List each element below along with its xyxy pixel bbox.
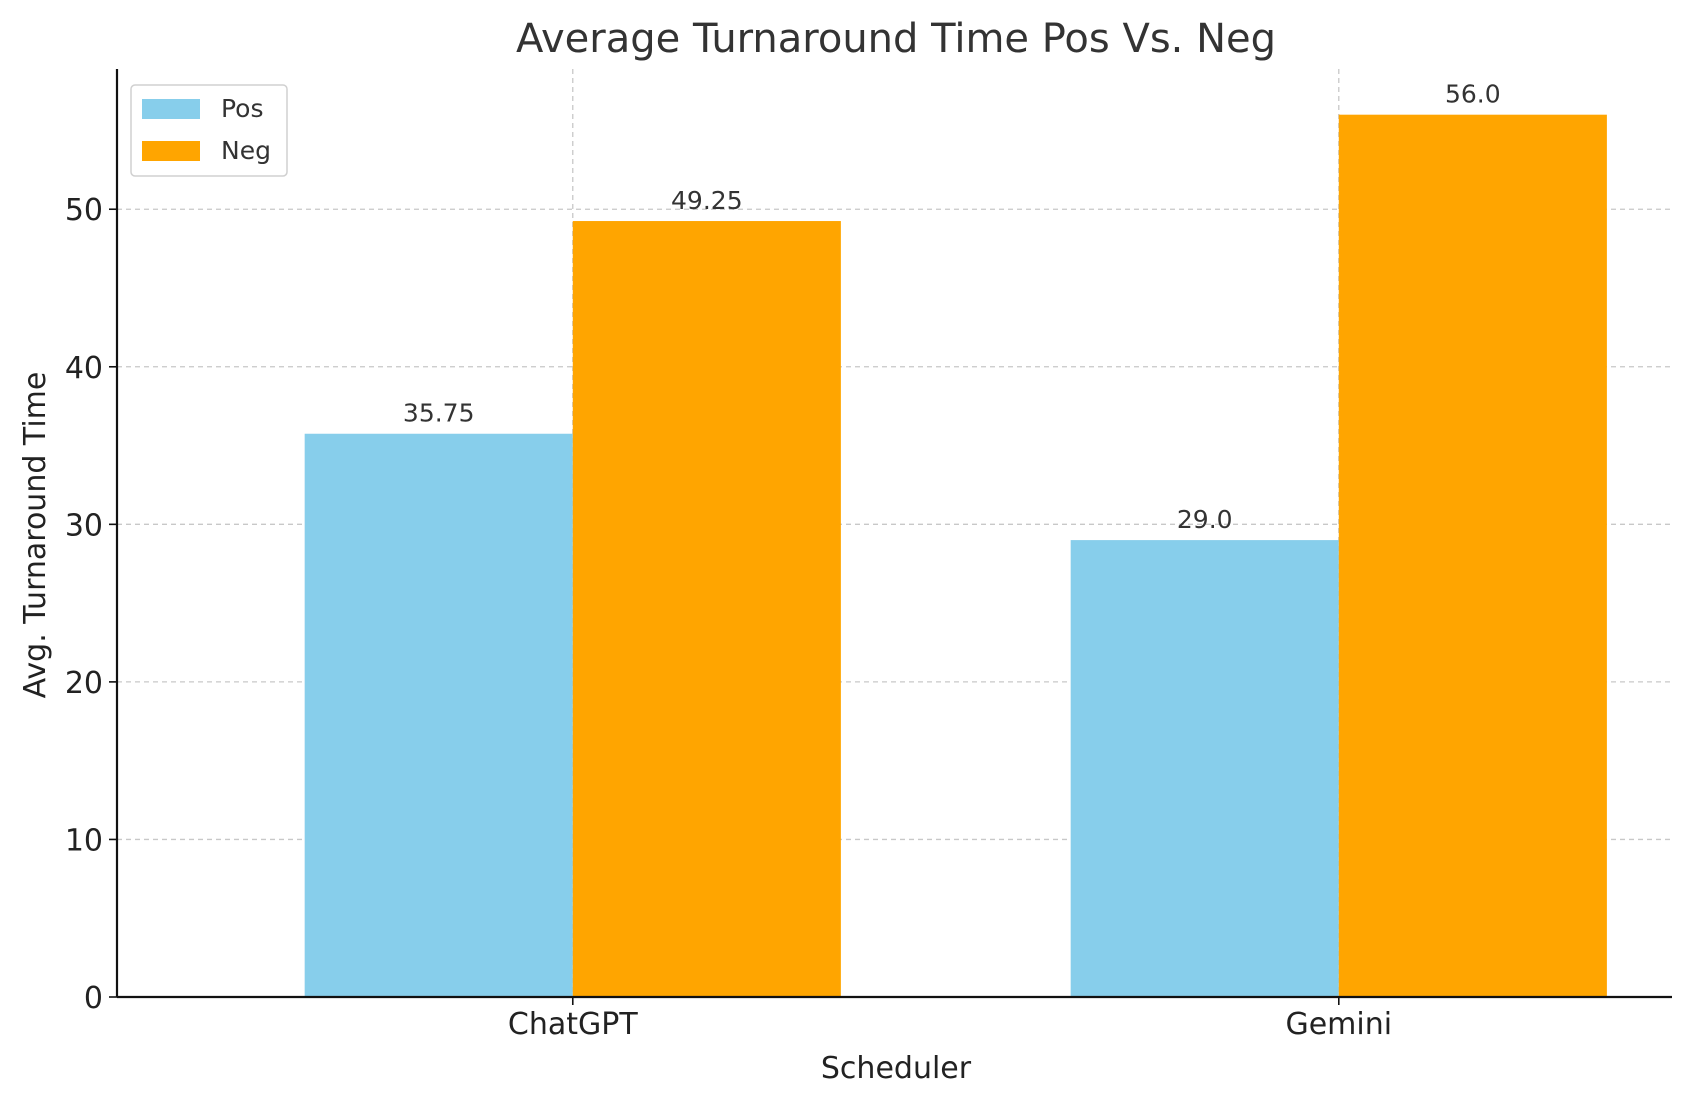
y-axis-title: Avg. Turnaround Time [18, 372, 53, 699]
axes [115, 69, 1672, 999]
legend-label-neg: Neg [221, 136, 271, 165]
x-tick-label: ChatGPT [508, 1007, 638, 1042]
y-tick-label: 50 [65, 193, 103, 228]
x-axis-title: Scheduler [821, 1051, 972, 1086]
bar-neg-gemini [1338, 114, 1607, 998]
x-tick-label: Gemini [1285, 1007, 1392, 1042]
data-labels: 35.75 29.0 49.25 56.0 [403, 80, 1501, 534]
y-tick-label: 40 [65, 351, 103, 386]
legend: Pos Neg [130, 84, 288, 177]
bar-pos-gemini [1070, 540, 1339, 997]
data-label-pos-gemini: 29.0 [1177, 505, 1233, 534]
data-label-neg-chatgpt: 49.25 [671, 186, 743, 215]
data-label-pos-chatgpt: 35.75 [403, 399, 475, 428]
y-tick-label: 0 [84, 981, 103, 1016]
legend-swatch-neg [142, 141, 200, 161]
legend-swatch-pos [142, 99, 200, 119]
ticks: 0 10 20 30 40 50 ChatGPT Gemini [65, 193, 1392, 1042]
data-label-neg-gemini: 56.0 [1445, 80, 1501, 109]
bars [304, 114, 1607, 998]
bar-neg-chatgpt [572, 221, 841, 997]
y-tick-label: 10 [65, 823, 103, 858]
bar-pos-chatgpt [304, 433, 573, 997]
chart-title: Average Turnaround Time Pos Vs. Neg [516, 16, 1276, 62]
y-tick-label: 20 [65, 666, 103, 701]
legend-label-pos: Pos [221, 94, 264, 123]
y-tick-label: 30 [65, 508, 103, 543]
